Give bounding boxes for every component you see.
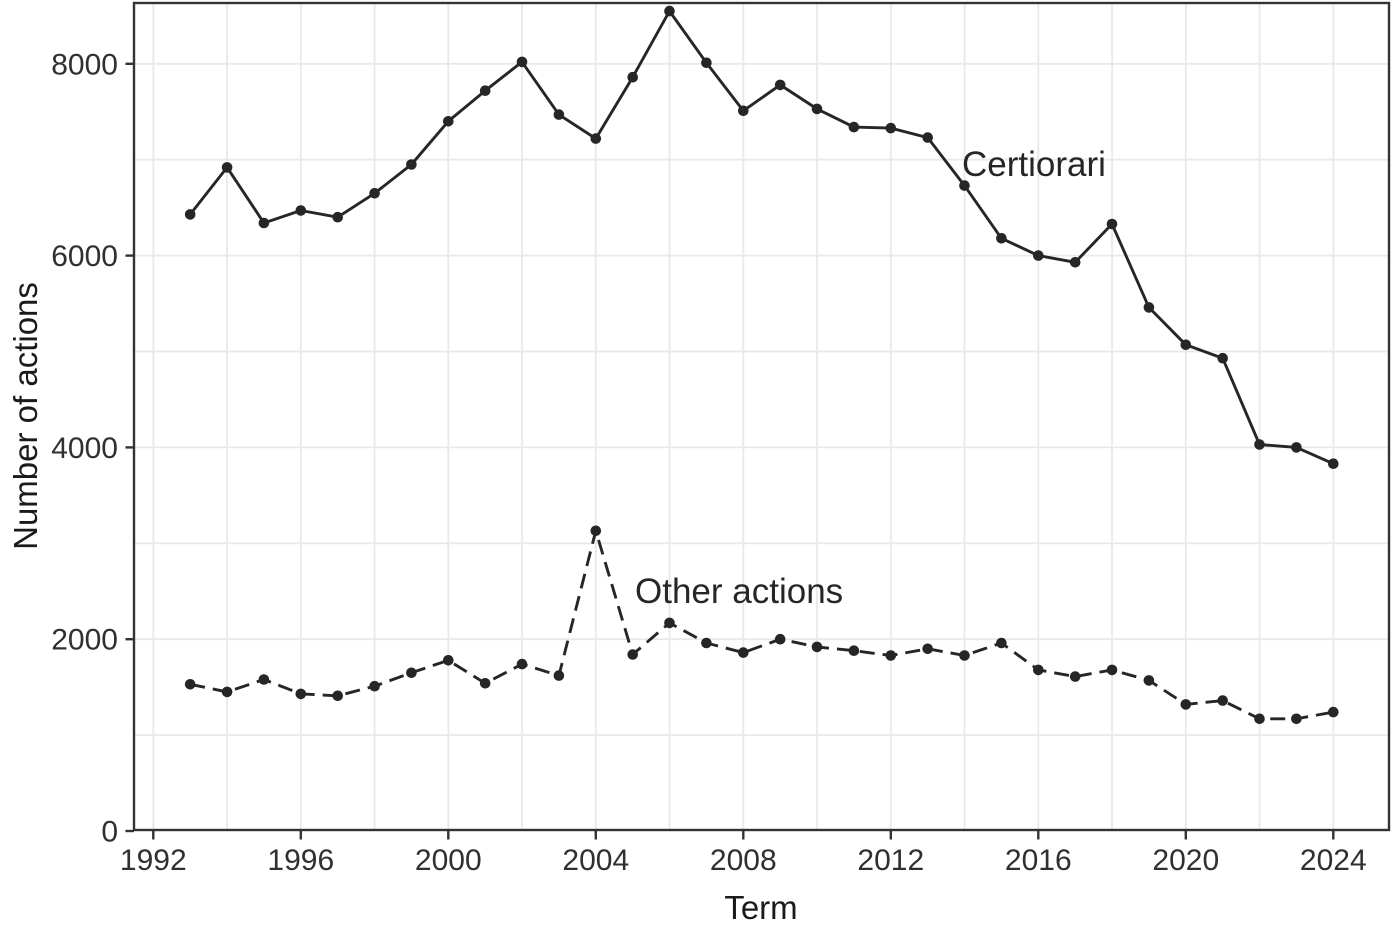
data-point bbox=[1033, 664, 1044, 676]
data-point bbox=[1291, 713, 1302, 725]
data-point bbox=[332, 211, 344, 223]
data-point bbox=[1143, 302, 1155, 313]
data-point bbox=[1254, 713, 1265, 725]
axis-ticks bbox=[125, 62, 1335, 840]
x-tick-label: 2020 bbox=[1152, 844, 1219, 877]
data-point bbox=[922, 643, 933, 655]
data-point bbox=[258, 217, 270, 229]
data-point bbox=[1180, 339, 1192, 351]
data-point bbox=[221, 162, 233, 173]
data-point bbox=[701, 57, 712, 69]
data-point bbox=[590, 133, 602, 144]
data-series bbox=[184, 5, 1339, 725]
data-point bbox=[369, 188, 380, 199]
data-point bbox=[369, 680, 380, 692]
data-point bbox=[996, 233, 1007, 244]
data-point bbox=[1106, 664, 1118, 676]
data-point bbox=[811, 103, 823, 115]
data-point bbox=[1180, 699, 1192, 710]
data-point bbox=[664, 617, 675, 629]
x-tick-label: 2008 bbox=[710, 844, 777, 877]
y-tick-label: 0 bbox=[101, 816, 118, 849]
x-tick-label: 2000 bbox=[415, 844, 482, 877]
gridlines bbox=[134, 3, 1389, 830]
data-point bbox=[553, 109, 565, 120]
data-point bbox=[295, 688, 307, 700]
data-point bbox=[1033, 250, 1044, 261]
data-point bbox=[774, 79, 786, 91]
data-point bbox=[221, 686, 233, 698]
data-point bbox=[1069, 671, 1081, 682]
data-point bbox=[443, 116, 454, 127]
y-tick-label: 6000 bbox=[51, 240, 118, 273]
x-tick-label: 2004 bbox=[562, 844, 629, 877]
data-point bbox=[1328, 706, 1339, 718]
data-point bbox=[627, 649, 638, 660]
data-point bbox=[406, 159, 417, 170]
panel-border bbox=[132, 1, 1391, 832]
data-point bbox=[479, 85, 491, 96]
data-point bbox=[516, 56, 528, 68]
data-point bbox=[996, 637, 1007, 649]
data-point bbox=[479, 678, 491, 689]
data-point bbox=[295, 205, 307, 216]
data-point bbox=[959, 650, 970, 661]
series-label-other-actions: Other actions bbox=[635, 572, 843, 611]
data-point bbox=[1254, 439, 1265, 450]
data-point bbox=[885, 650, 897, 661]
data-point bbox=[922, 132, 933, 143]
data-point bbox=[184, 679, 196, 690]
data-point bbox=[590, 525, 602, 537]
data-point bbox=[1106, 218, 1118, 230]
data-point bbox=[1069, 257, 1081, 268]
data-point bbox=[848, 645, 860, 656]
x-tick-label: 2024 bbox=[1300, 844, 1367, 877]
data-point bbox=[738, 647, 749, 658]
data-point bbox=[258, 674, 270, 685]
data-point bbox=[1291, 442, 1302, 453]
data-point bbox=[811, 641, 823, 653]
data-point bbox=[1328, 458, 1339, 470]
data-point bbox=[406, 667, 417, 679]
data-point bbox=[627, 71, 638, 83]
data-point bbox=[701, 637, 712, 649]
data-point bbox=[664, 5, 675, 17]
data-point bbox=[553, 670, 565, 681]
data-point bbox=[1143, 675, 1155, 686]
y-tick-label: 8000 bbox=[51, 48, 118, 81]
data-point bbox=[1217, 352, 1228, 364]
x-tick-label: 1996 bbox=[267, 844, 334, 877]
y-axis-title: Number of actions bbox=[7, 282, 44, 550]
data-point bbox=[332, 690, 344, 702]
series-label-certiorari: Certiorari bbox=[962, 145, 1106, 184]
y-tick-label: 2000 bbox=[51, 624, 118, 657]
x-axis-title: Term bbox=[724, 889, 797, 926]
x-tick-label: 2012 bbox=[857, 844, 924, 877]
data-point bbox=[738, 105, 749, 117]
data-point bbox=[885, 122, 897, 134]
x-tick-label: 2016 bbox=[1005, 844, 1072, 877]
axis-tick-labels: 1992 1996 2000 2004 2008 2012 2016 2020 2024 0 200… bbox=[51, 48, 1366, 877]
data-point bbox=[848, 121, 860, 133]
data-point bbox=[443, 655, 454, 666]
y-tick-label: 4000 bbox=[51, 432, 118, 465]
data-point bbox=[774, 633, 786, 645]
x-tick-label: 1992 bbox=[120, 844, 187, 877]
data-point bbox=[959, 180, 970, 191]
data-point bbox=[184, 209, 196, 220]
data-point bbox=[516, 658, 528, 670]
data-point bbox=[1217, 695, 1228, 706]
